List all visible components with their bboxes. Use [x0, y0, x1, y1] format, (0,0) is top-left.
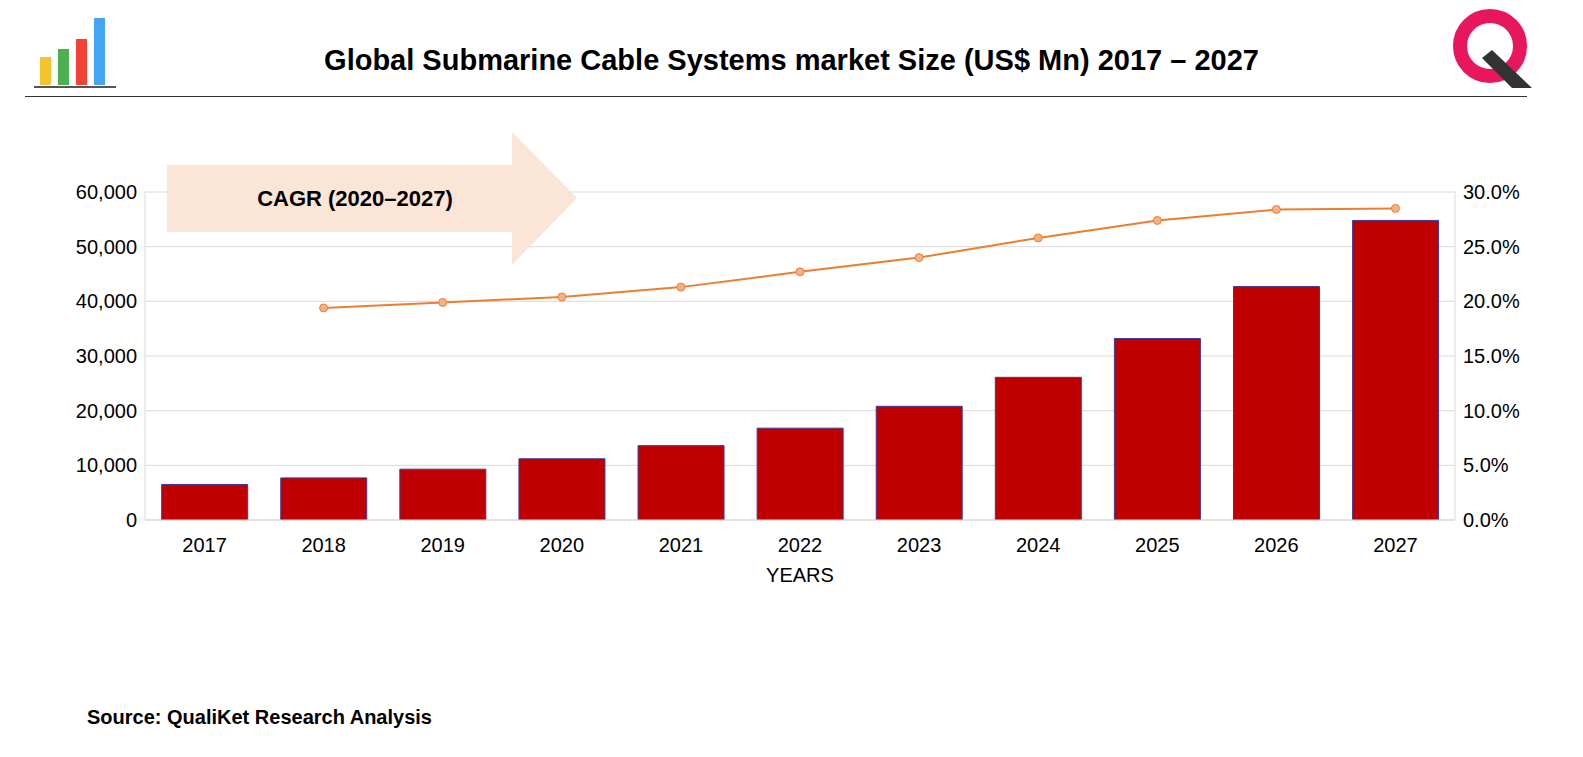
- svg-text:2024: 2024: [1016, 534, 1061, 556]
- svg-text:2027: 2027: [1373, 534, 1418, 556]
- svg-text:10,000: 10,000: [76, 454, 137, 476]
- svg-text:15.0%: 15.0%: [1463, 345, 1520, 367]
- svg-text:CAGR (2020–2027): CAGR (2020–2027): [257, 186, 453, 211]
- svg-text:2023: 2023: [897, 534, 942, 556]
- html-text:Global Submarine Cable Systems: Global Submarine Cable Systems market Si…: [324, 44, 1259, 76]
- svg-text:10.0%: 10.0%: [1463, 400, 1520, 422]
- svg-text:2025: 2025: [1135, 534, 1180, 556]
- svg-text:30,000: 30,000: [76, 345, 137, 367]
- svg-text:30.0%: 30.0%: [1463, 181, 1520, 203]
- svg-text:5.0%: 5.0%: [1463, 454, 1509, 476]
- svg-text:20,000: 20,000: [76, 400, 137, 422]
- svg-text:2019: 2019: [420, 534, 465, 556]
- html-text:Source: QualiKet Research Anal: Source: QualiKet Research Analysis: [87, 706, 432, 728]
- svg-text:2018: 2018: [301, 534, 346, 556]
- svg-text:YEARS: YEARS: [766, 564, 834, 586]
- svg-text:60,000: 60,000: [76, 181, 137, 203]
- svg-text:20.0%: 20.0%: [1463, 290, 1520, 312]
- svg-text:40,000: 40,000: [76, 290, 137, 312]
- svg-text:2026: 2026: [1254, 534, 1299, 556]
- svg-text:25.0%: 25.0%: [1463, 236, 1520, 258]
- svg-text:2021: 2021: [659, 534, 704, 556]
- svg-text:50,000: 50,000: [76, 236, 137, 258]
- svg-text:0.0%: 0.0%: [1463, 509, 1509, 531]
- svg-text:0: 0: [126, 509, 137, 531]
- svg-text:2020: 2020: [540, 534, 585, 556]
- svg-text:2022: 2022: [778, 534, 823, 556]
- svg-text:2017: 2017: [182, 534, 227, 556]
